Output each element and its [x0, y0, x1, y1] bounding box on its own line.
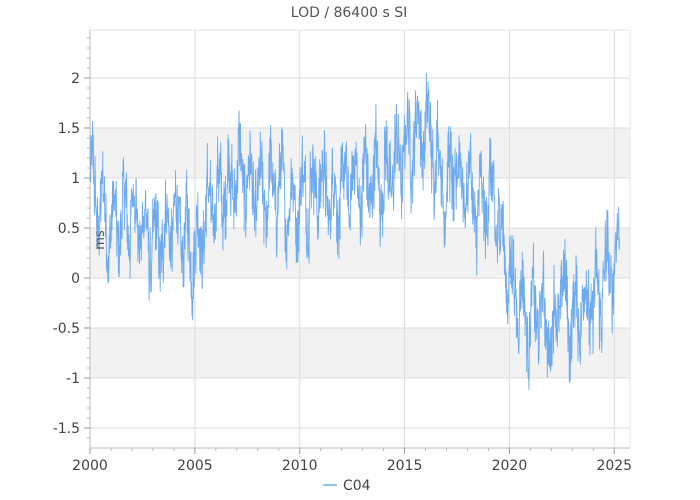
- y-tick-label: 1: [71, 171, 80, 187]
- y-tick-label: 2: [71, 71, 80, 87]
- y-tick-label: -0.5: [53, 321, 80, 337]
- x-tick-label: 2005: [177, 458, 213, 474]
- legend[interactable]: C04: [323, 478, 371, 494]
- x-tick-label: 2010: [282, 458, 318, 474]
- y-tick-label: 1.5: [58, 121, 80, 137]
- y-tick-label: 0.5: [58, 221, 80, 237]
- legend-label-c04[interactable]: C04: [343, 478, 371, 494]
- plot-band-0: [90, 128, 630, 178]
- series-c04: [89, 72, 620, 390]
- series-line-c04: [89, 72, 620, 390]
- y-axis-label: ms: [93, 230, 108, 250]
- y-tick-label: -1: [66, 371, 80, 387]
- x-tick-label: 2020: [492, 458, 528, 474]
- plot-band-2: [90, 328, 630, 378]
- x-tick-label: 2025: [596, 458, 632, 474]
- y-tick-label: 0: [71, 271, 80, 287]
- axes: 2 1.5 1 0.5 0 -0.5 -1 -1.5 2000 2005 2010 2015 2020 2…: [53, 29, 632, 474]
- y-tick-label: -1.5: [53, 421, 80, 437]
- chart-title: LOD / 86400 s SI: [291, 5, 407, 21]
- x-tick-label: 2000: [72, 458, 108, 474]
- x-tick-label: 2015: [387, 458, 423, 474]
